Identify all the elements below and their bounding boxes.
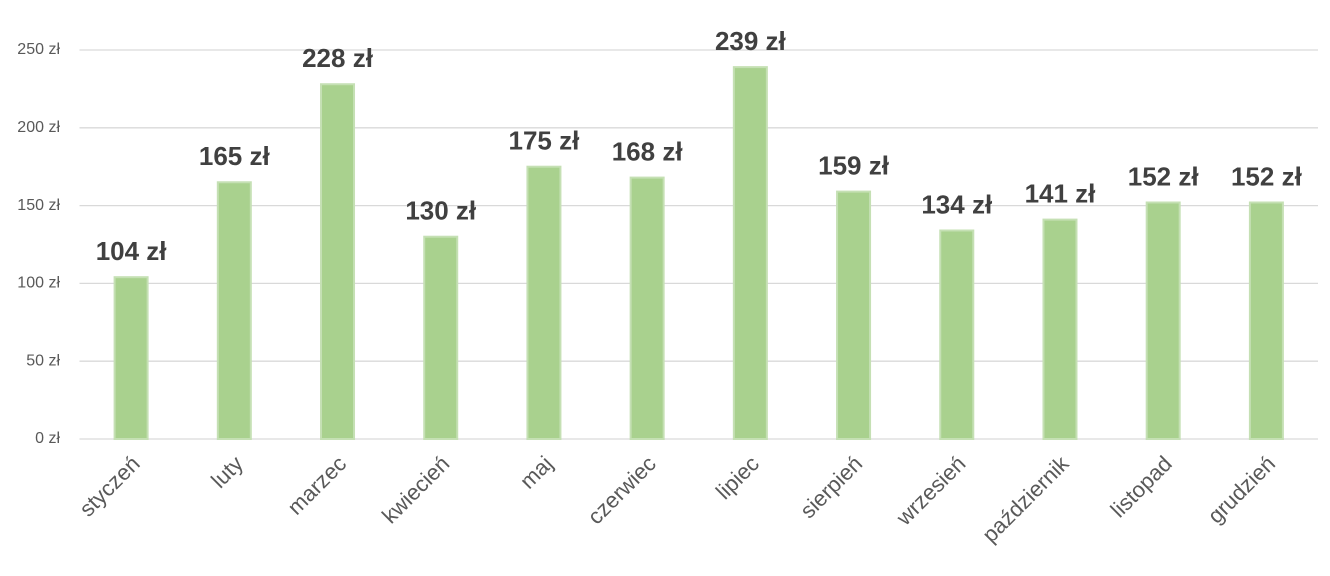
x-tick-label: styczeń — [74, 451, 144, 521]
x-tick-label: kwiecień — [377, 451, 454, 528]
bar — [629, 176, 665, 440]
bar — [113, 276, 149, 440]
bar — [1042, 218, 1078, 440]
x-tick-label: luty — [206, 451, 248, 493]
bar — [939, 229, 975, 440]
bar — [1145, 201, 1181, 440]
value-label: 159 zł — [818, 150, 890, 180]
value-label: 130 zł — [405, 196, 477, 226]
x-tick-label: listopad — [1106, 451, 1177, 522]
value-label: 134 zł — [921, 189, 993, 219]
x-tick-label: maj — [515, 451, 558, 494]
y-tick-label: 50 zł — [26, 352, 60, 369]
y-tick-label: 250 zł — [17, 41, 60, 58]
y-tick-label: 0 zł — [35, 430, 60, 447]
value-label: 152 zł — [1231, 161, 1303, 191]
value-label: 228 zł — [302, 43, 374, 73]
x-tick-label: lipiec — [711, 451, 764, 504]
value-label: 175 zł — [509, 126, 581, 156]
bar — [836, 190, 872, 440]
x-tick-label: grudzień — [1203, 451, 1280, 528]
value-label: 165 zł — [199, 141, 271, 171]
x-tick-label: październik — [977, 450, 1074, 547]
x-tick-label: sierpień — [795, 451, 867, 523]
bar — [1248, 201, 1284, 440]
y-tick-label: 100 zł — [17, 275, 60, 292]
x-tick-label: czerwiec — [583, 451, 661, 529]
x-tick-label: wrzesień — [891, 451, 971, 531]
value-label: 239 zł — [715, 26, 787, 56]
value-label: 104 zł — [96, 236, 168, 266]
bar — [216, 181, 252, 440]
bar — [526, 165, 562, 440]
y-tick-label: 200 zł — [17, 119, 60, 136]
value-label: 141 zł — [1025, 178, 1097, 208]
value-label: 168 zł — [612, 136, 684, 166]
value-label: 152 zł — [1128, 161, 1200, 191]
bar — [732, 66, 768, 440]
y-tick-label: 150 zł — [17, 197, 60, 214]
x-tick-label: marzec — [282, 451, 351, 520]
bar — [320, 83, 356, 441]
bar — [423, 235, 459, 440]
